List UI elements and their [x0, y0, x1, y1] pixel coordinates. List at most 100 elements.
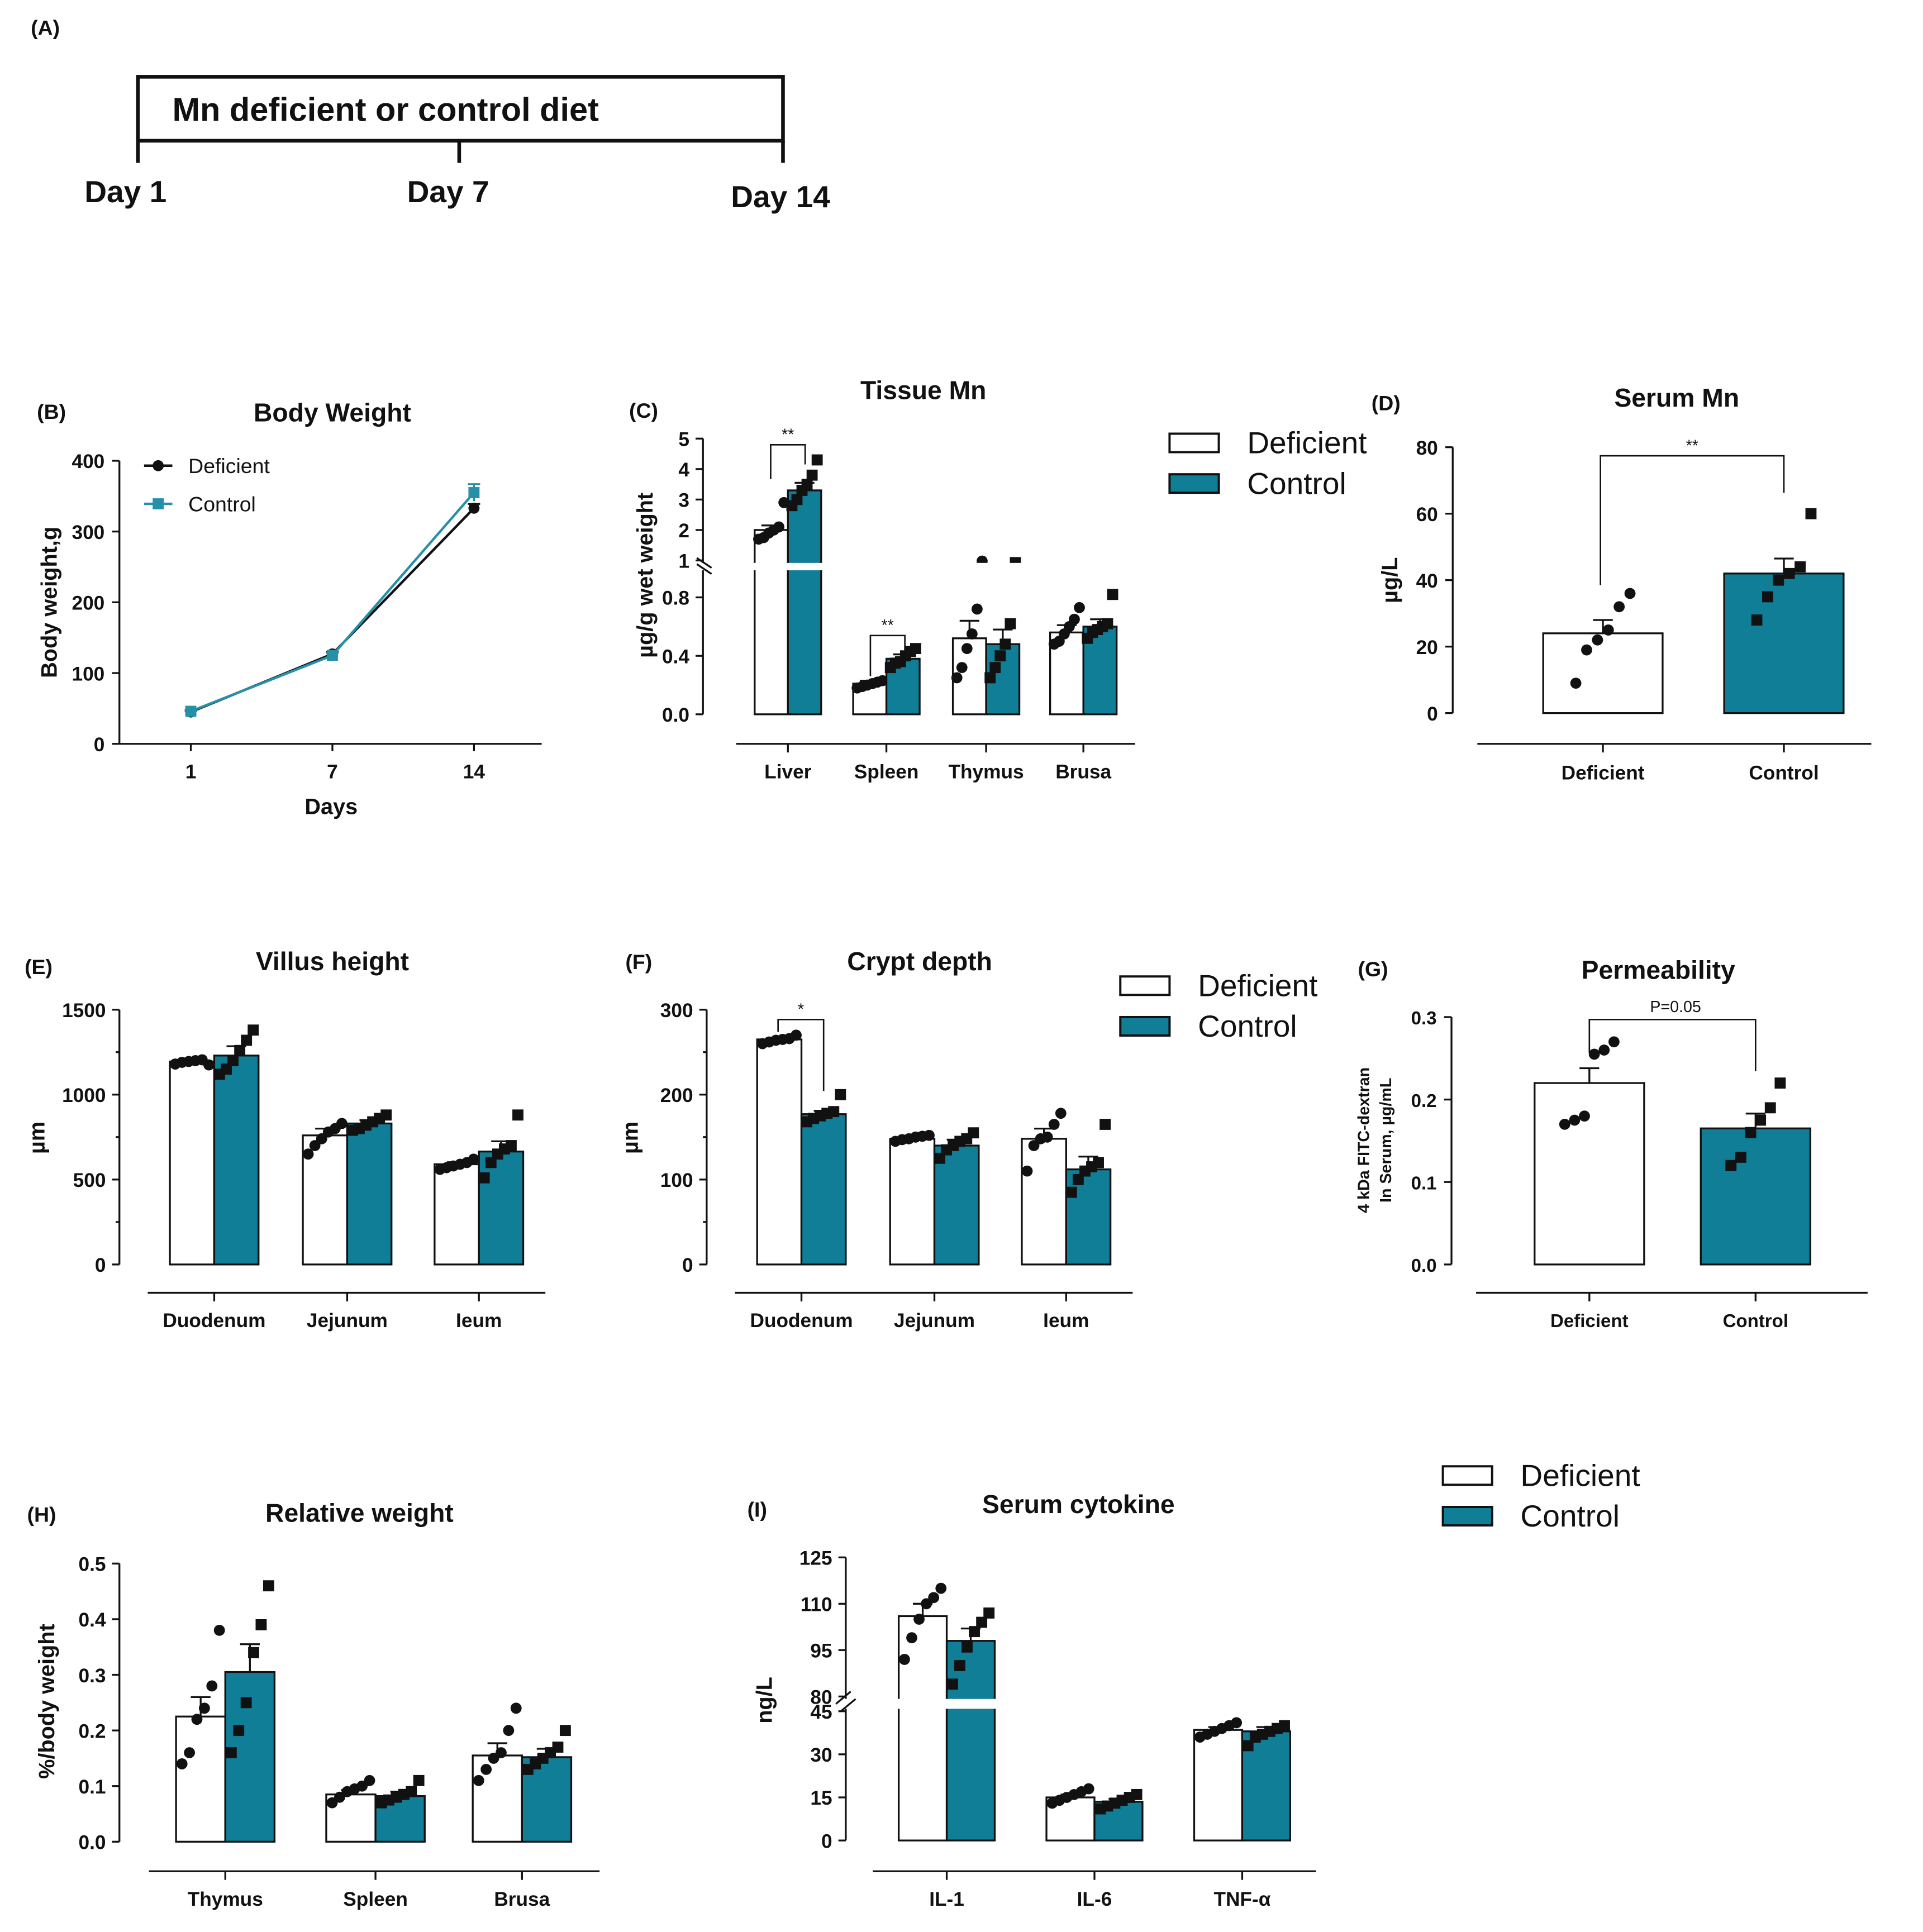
x-tick-label-f: Duodenum	[750, 1310, 853, 1332]
significance-f-label: *	[798, 1001, 804, 1019]
data-point-deficient	[191, 1714, 203, 1725]
timeline-bar-text: Mn deficient or control diet	[173, 91, 599, 128]
data-point-deficient	[1624, 588, 1636, 599]
data-point-control	[968, 1127, 979, 1139]
data-point-deficient	[1231, 1717, 1243, 1729]
y-axis-label-b: Body weight,g	[37, 527, 61, 678]
data-point-control	[1242, 1740, 1254, 1752]
data-point-deficient	[928, 1592, 940, 1604]
bar-control	[800, 1113, 847, 1266]
y-tick-label-i: 125	[799, 1548, 832, 1570]
panel-label-e: (E)	[25, 955, 53, 979]
data-point-control	[811, 454, 823, 466]
y-tick-label-d: 80	[1416, 437, 1438, 459]
x-tick-label-i: IL-1	[929, 1888, 964, 1910]
data-point-control	[791, 494, 803, 505]
legend-label-deficient: Deficient	[1247, 426, 1367, 460]
panel-label-f: (F)	[625, 950, 652, 974]
x-tick-label-b: 14	[463, 761, 485, 783]
data-point-control	[241, 1034, 253, 1046]
data-point-control	[1745, 1127, 1757, 1138]
y-tick-label-c: 3	[678, 490, 689, 512]
bar-control	[1723, 573, 1845, 714]
y-axis-label-c: µg/g wet weight	[633, 493, 658, 658]
bar-control	[787, 489, 822, 715]
data-point-control	[406, 1786, 417, 1797]
y-tick-label-i: 80	[810, 1687, 832, 1709]
y-tick-label-c: 2	[678, 520, 689, 542]
y-axis-label-g-line2: In Serum, µg/mL	[1377, 1078, 1395, 1203]
y-axis-label-f: µm	[618, 1122, 642, 1154]
bar-control	[1065, 1168, 1112, 1266]
panel-label-a: (A)	[31, 16, 60, 39]
x-tick-label-i: TNF-α	[1213, 1888, 1270, 1910]
panel-label-c: (C)	[629, 399, 658, 422]
data-point-control	[1783, 567, 1795, 579]
data-point-control	[225, 1747, 237, 1758]
data-point-control	[263, 1580, 274, 1592]
data-point-control	[233, 1725, 245, 1737]
y-tick-label-b: 400	[72, 451, 104, 473]
x-tick-label-c: Spleen	[854, 761, 919, 783]
y-tick-label-e: 500	[73, 1170, 106, 1191]
data-point-deficient	[1570, 678, 1582, 689]
y-tick-label-i: 45	[810, 1701, 832, 1723]
bar-deficient	[897, 1615, 948, 1842]
y-tick-label-d: 60	[1416, 504, 1438, 526]
data-point-deficient	[921, 1598, 932, 1610]
axis-break-mark-i	[840, 1698, 856, 1712]
bar-deficient	[1534, 1082, 1645, 1266]
y-axis-label-d: µg/L	[1378, 557, 1402, 603]
y-axis-label-g-line1: 4 kDa FITC-dextran	[1355, 1067, 1373, 1213]
y-tick-label-h: 0.5	[78, 1554, 106, 1576]
data-point-control	[910, 643, 921, 655]
data-point-control	[468, 487, 480, 498]
y-tick-label-i: 0	[821, 1830, 832, 1852]
y-tick-label-f: 100	[660, 1170, 693, 1191]
y-tick-label-g: 0.1	[1411, 1173, 1437, 1194]
data-point-control	[1279, 1720, 1290, 1731]
chart-title-f: Crypt depth	[847, 947, 992, 976]
x-tick-label-e: Ieum	[456, 1310, 502, 1332]
axis-break-gap-c	[689, 562, 1133, 571]
data-point-control	[1805, 508, 1817, 519]
chart-title-g: Permeability	[1582, 956, 1735, 985]
significance-f: *	[777, 1001, 825, 1091]
axis-break-mark-c	[696, 557, 712, 569]
y-axis-label-h: %/body weight	[35, 1624, 59, 1779]
legend-marker-deficient	[153, 460, 164, 471]
y-axis-label-i: ng/L	[753, 1677, 777, 1724]
data-point-control	[221, 1063, 232, 1075]
data-point-control	[983, 1607, 995, 1619]
y-tick-label-b: 300	[72, 522, 104, 543]
data-point-deficient	[213, 1624, 225, 1636]
x-axis-label-b: Days	[304, 794, 358, 819]
bar-control	[478, 1150, 525, 1266]
legend-swatch-deficient	[1441, 1465, 1493, 1486]
legend-swatch-control	[1441, 1505, 1493, 1527]
legend-label-deficient: Deficient	[188, 454, 270, 478]
data-point-control	[1072, 1173, 1084, 1185]
bar-deficient	[756, 1038, 803, 1266]
legend-label-control: Control	[188, 492, 256, 516]
data-point-deficient	[1588, 1048, 1600, 1060]
x-tick-label-f: Ieum	[1043, 1310, 1089, 1332]
data-point-control	[327, 650, 338, 661]
data-point-control	[801, 479, 813, 490]
data-point-control	[946, 1678, 958, 1690]
data-point-deficient	[1602, 624, 1614, 636]
data-point-control	[234, 1044, 246, 1056]
data-point-control	[828, 1106, 840, 1118]
x-tick-label-c: Thymus	[948, 761, 1024, 783]
data-point-control	[806, 469, 818, 481]
data-point-control	[240, 1697, 252, 1709]
data-point-control	[413, 1774, 425, 1786]
data-point-control	[1764, 1102, 1776, 1114]
data-point-deficient	[1608, 1036, 1620, 1048]
data-point-deficient	[1598, 1044, 1610, 1056]
y-tick-label-d: 40	[1416, 570, 1438, 592]
data-point-deficient	[496, 1747, 507, 1758]
data-point-control	[835, 1089, 846, 1100]
bar-deficient	[169, 1060, 216, 1266]
x-tick-label-b: 1	[185, 761, 197, 783]
